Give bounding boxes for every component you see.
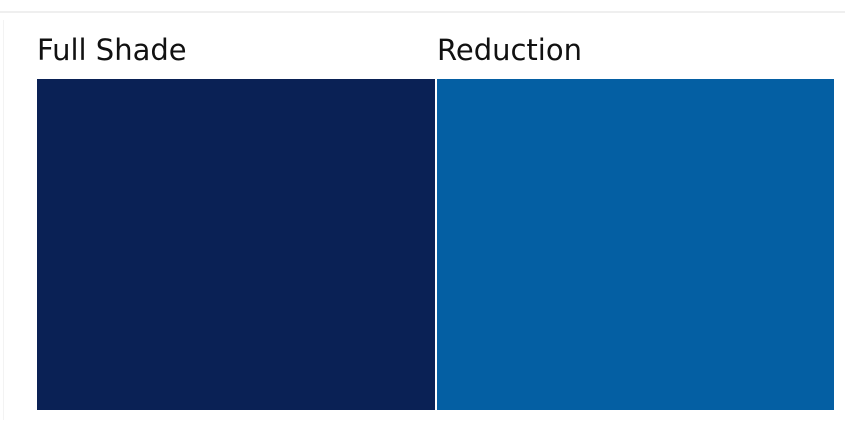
color-block bbox=[37, 79, 435, 410]
color-block bbox=[437, 79, 834, 410]
divider bbox=[0, 11, 845, 13]
swatch-label: Reduction bbox=[437, 33, 582, 67]
divider bbox=[3, 20, 4, 420]
swatch-label: Full Shade bbox=[37, 33, 187, 67]
